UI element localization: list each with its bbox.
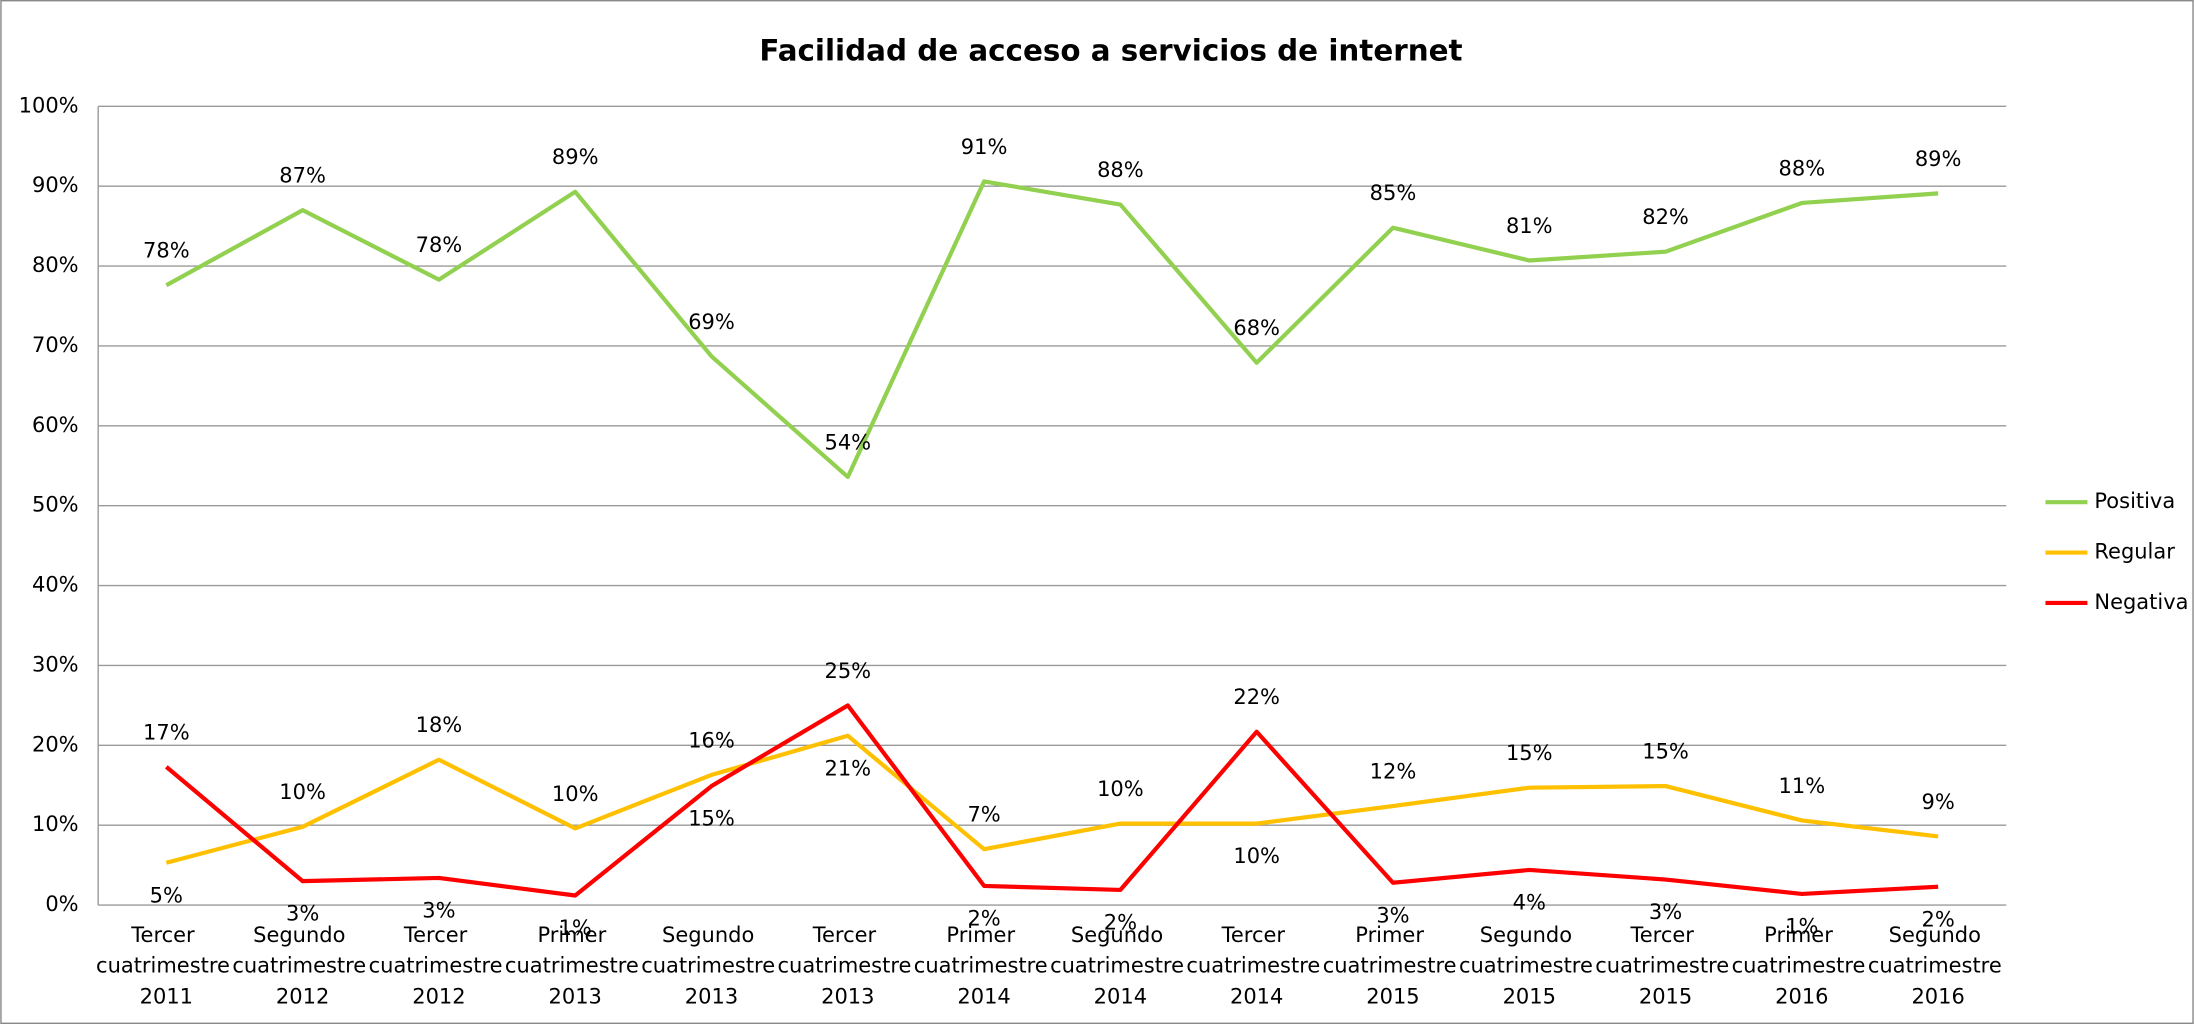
data-label: 88% [1097,158,1144,182]
data-label: 89% [1915,147,1962,171]
y-tick-label: 40% [32,573,79,597]
x-tick-label: Tercer cuatrimestre 2013 [778,923,919,1009]
data-label: 21% [824,756,871,780]
data-label: 88% [1779,156,1826,180]
data-label: 3% [1376,903,1409,927]
data-label: 69% [688,310,735,334]
x-tick-label: Tercer cuatrimestre 2011 [96,923,237,1009]
x-tick-label: Segundo cuatrimestre 2014 [1050,923,1191,1009]
legend-label: Negativa [2094,590,2188,614]
data-label: 87% [279,164,326,188]
data-label: 1% [1785,914,1818,938]
data-label: 7% [967,803,1000,827]
y-tick-label: 50% [32,493,79,517]
data-label: 78% [143,239,190,263]
x-tick-label: Segundo cuatrimestre 2012 [232,923,373,1009]
y-tick-label: 100% [19,93,79,117]
y-tick-label: 90% [32,173,79,197]
data-label: 10% [279,780,326,804]
y-tick-label: 70% [32,333,79,357]
legend-label: Regular [2094,540,2175,564]
data-label: 17% [143,720,190,744]
data-label: 12% [1370,759,1417,783]
y-tick-label: 0% [45,892,78,916]
data-label: 10% [552,782,599,806]
data-label: 4% [1513,891,1546,915]
y-tick-label: 60% [32,413,79,437]
data-label: 25% [824,659,871,683]
x-tick-label: Segundo cuatrimestre 2015 [1459,923,1600,1009]
data-label: 3% [1649,900,1682,924]
data-label: 3% [422,899,455,923]
data-label: 2% [1922,907,1955,931]
data-label: 15% [688,807,735,831]
data-label: 15% [1642,740,1689,764]
data-label: 3% [286,902,319,926]
data-label: 5% [150,883,183,907]
x-tick-label: Primer cuatrimestre 2016 [1732,923,1873,1009]
data-label: 2% [967,906,1000,930]
x-tick-label: Tercer cuatrimestre 2012 [369,923,510,1009]
y-tick-label: 80% [32,253,79,277]
x-tick-label: Primer cuatrimestre 2014 [914,923,1055,1009]
data-label: 68% [1233,316,1280,340]
data-label: 22% [1233,685,1280,709]
chart-title: Facilidad de acceso a servicios de inter… [759,33,1462,67]
data-label: 91% [961,135,1008,159]
data-label: 89% [552,145,599,169]
data-label: 1% [559,916,592,940]
data-label: 82% [1642,205,1689,229]
x-tick-label: Primer cuatrimestre 2013 [505,923,646,1009]
series-line [165,733,1939,865]
y-tick-label: 10% [32,812,79,836]
data-label: 10% [1097,777,1144,801]
data-label: 78% [416,233,463,257]
x-tick-label: Segundo cuatrimestre 2013 [641,923,782,1009]
data-label: 16% [688,728,735,752]
legend-label: Positiva [2094,489,2175,513]
series-line [164,703,1939,898]
series-line [165,179,1939,480]
data-label: 54% [824,430,871,454]
data-label: 18% [416,713,463,737]
x-tick-label: Tercer cuatrimestre 2015 [1595,923,1736,1009]
data-label: 9% [1922,790,1955,814]
data-label: 81% [1506,214,1553,238]
x-tick-label: Tercer cuatrimestre 2014 [1186,923,1327,1009]
y-tick-label: 30% [32,652,79,676]
data-label: 10% [1233,844,1280,868]
data-label: 2% [1104,910,1137,934]
data-label: 11% [1779,774,1826,798]
y-tick-label: 20% [32,732,79,756]
data-label: 15% [1506,741,1553,765]
data-label: 85% [1370,181,1417,205]
x-tick-label: Segundo cuatrimestre 2016 [1868,923,2009,1009]
x-tick-label: Primer cuatrimestre 2015 [1323,923,1464,1009]
